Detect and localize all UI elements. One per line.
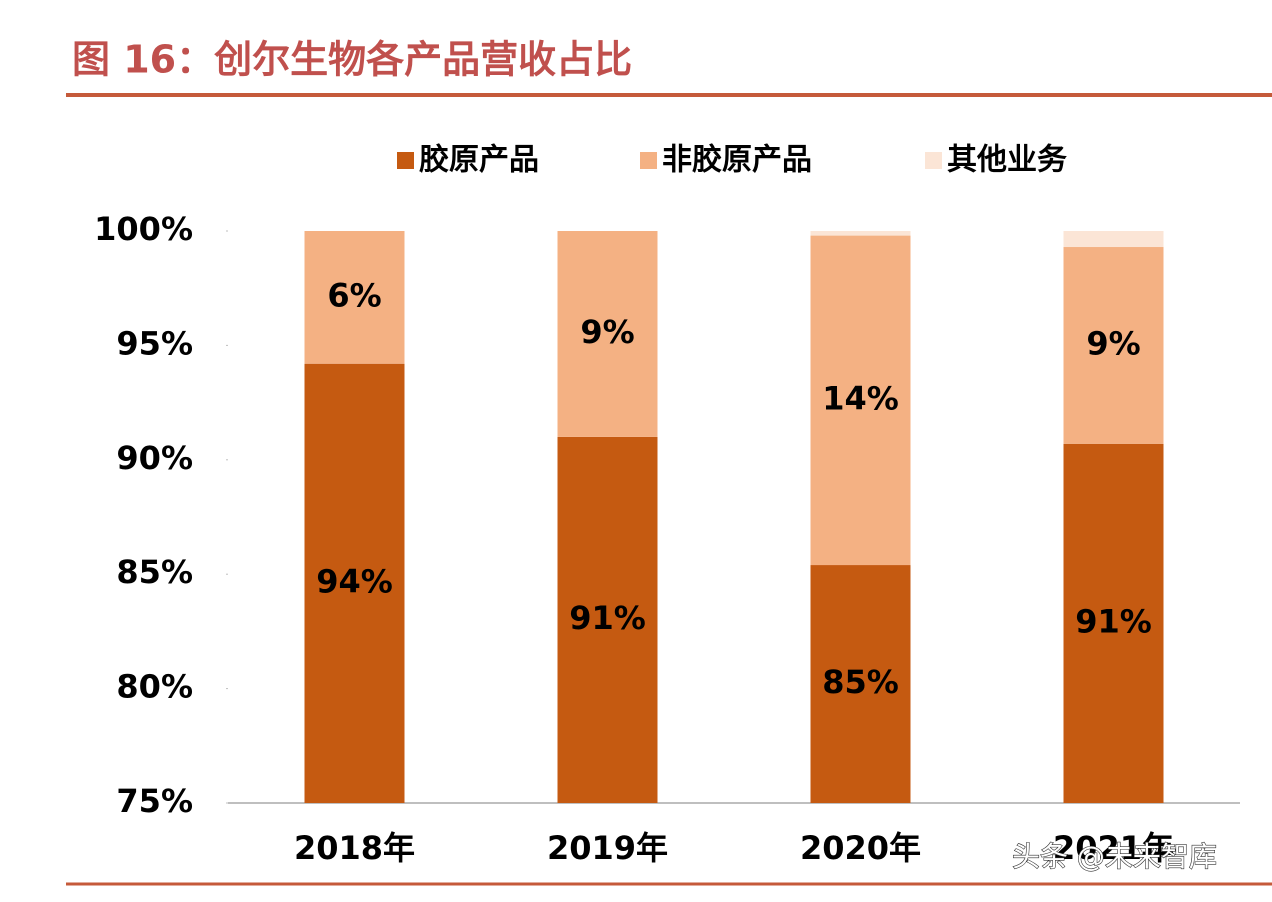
y-tick-label: 80%: [116, 668, 193, 706]
bar-segment: [557, 436, 658, 803]
bar-segment: [1063, 247, 1164, 444]
y-tick-label: 75%: [116, 782, 193, 820]
x-tick-label: 2019年: [547, 829, 668, 867]
watermark: 头条 @未来智库: [1012, 840, 1217, 873]
bar-segment: [810, 565, 911, 803]
bar-segment: [1063, 443, 1164, 803]
data-label: 91%: [569, 599, 646, 637]
legend-swatch: [397, 152, 414, 169]
y-tick-label: 85%: [116, 553, 193, 591]
data-label: 14%: [822, 379, 899, 417]
x-tick-label: 2018年: [294, 829, 415, 867]
bar-segment: [810, 231, 911, 236]
data-label: 91%: [1075, 602, 1152, 640]
bar-segment: [557, 231, 658, 437]
bar-segment: [810, 235, 911, 566]
y-tick-label: 95%: [116, 324, 193, 362]
data-label: 9%: [580, 313, 634, 351]
legend-label: 胶原产品: [419, 143, 539, 178]
bar-segment: [304, 231, 405, 364]
bar-segment: [1063, 231, 1164, 248]
legend-label: 其他业务: [947, 143, 1067, 178]
data-label: 9%: [1086, 324, 1140, 362]
x-tick-label: 2021年: [1053, 829, 1174, 867]
legend-label: 非胶原产品: [662, 143, 812, 178]
legend-swatch: [640, 152, 657, 169]
bar-segment: [304, 363, 405, 803]
x-tick-label: 2020年: [800, 829, 921, 867]
data-label: 94%: [316, 562, 393, 600]
y-tick-label: 90%: [116, 439, 193, 477]
data-label: 85%: [822, 663, 899, 701]
legend-swatch: [925, 152, 942, 169]
data-label: 6%: [327, 276, 381, 314]
y-tick-label: 100%: [94, 210, 193, 248]
chart-title: 图 16：创尔生物各产品营收占比: [72, 38, 632, 82]
